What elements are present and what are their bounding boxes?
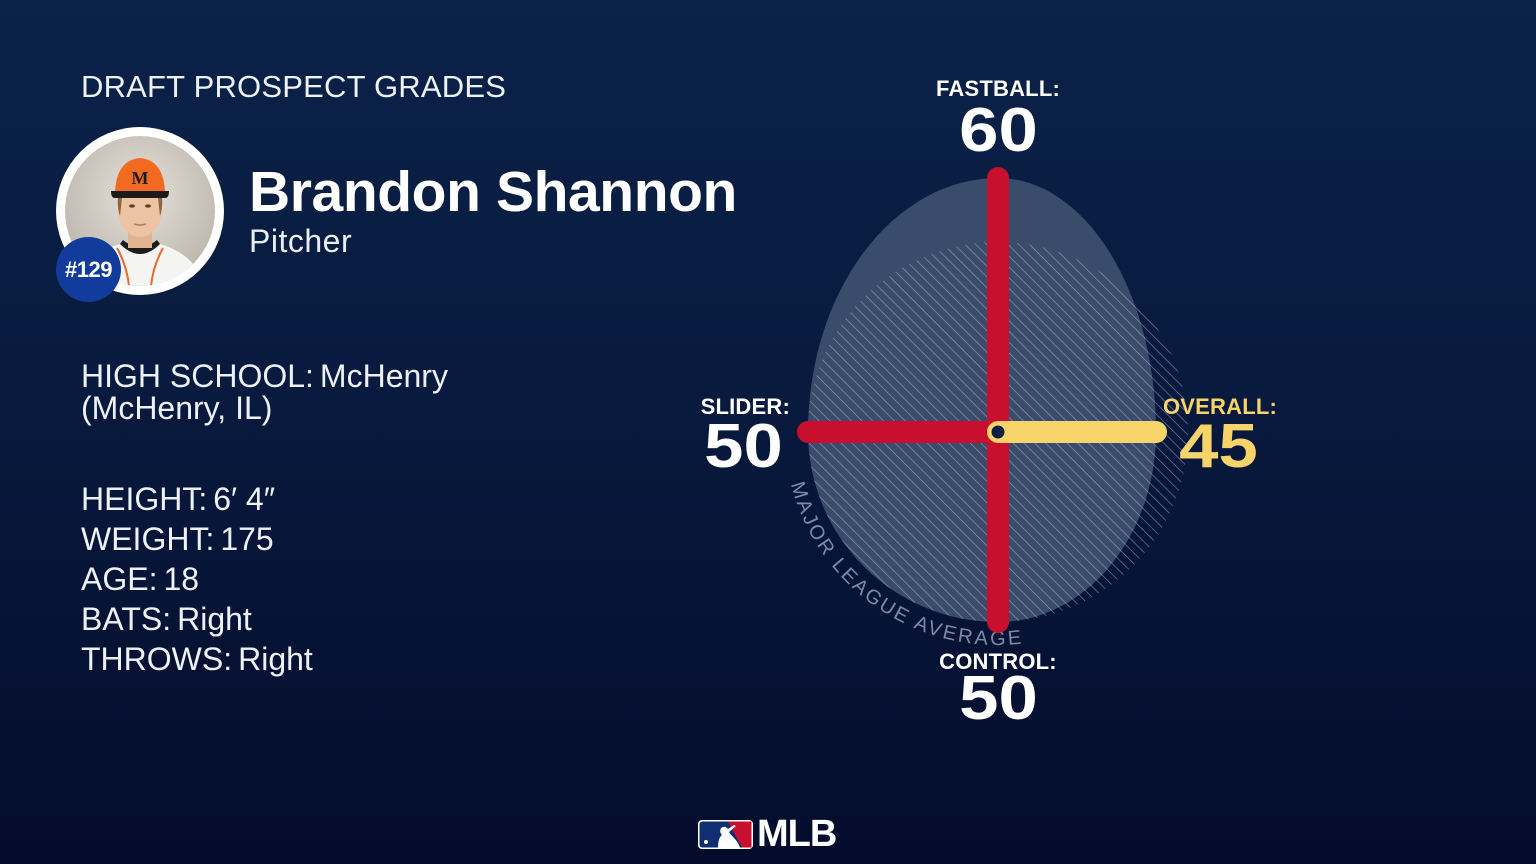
stat-bats: BATS: Right bbox=[81, 601, 252, 637]
stat-height: HEIGHT: 6′ 4″ bbox=[81, 481, 276, 517]
center-dot-icon bbox=[988, 422, 1008, 442]
player-name: Brandon Shannon bbox=[249, 160, 737, 224]
control-value: 50 bbox=[958, 664, 1038, 733]
rank-badge: #129 bbox=[56, 237, 121, 302]
overall-label: OVERALL: bbox=[1163, 394, 1278, 419]
overall-value: 45 bbox=[1179, 412, 1258, 481]
stat-throws: THROWS: Right bbox=[81, 641, 313, 677]
high-school-info: HIGH SCHOOL: McHenry (McHenry, IL) bbox=[81, 360, 448, 424]
fastball-label: FASTBALL: bbox=[935, 76, 1060, 101]
high-school-location: (McHenry, IL) bbox=[81, 390, 273, 426]
slider-label: SLIDER: bbox=[700, 394, 790, 419]
high-school-label: HIGH SCHOOL: bbox=[81, 358, 314, 394]
mlb-logo: MLB bbox=[698, 813, 837, 855]
fastball-value: 60 bbox=[958, 96, 1038, 165]
player-stats: HEIGHT: 6′ 4″ WEIGHT: 175 AGE: 18 BATS: Righ… bbox=[81, 479, 313, 679]
player-position: Pitcher bbox=[249, 223, 353, 259]
slider-value: 50 bbox=[703, 412, 783, 481]
stat-weight: WEIGHT: 175 bbox=[81, 521, 274, 557]
stat-age: AGE: 18 bbox=[81, 561, 200, 597]
page-title: DRAFT PROSPECT GRADES bbox=[81, 69, 507, 104]
high-school-value: McHenry bbox=[319, 358, 448, 394]
svg-text:M: M bbox=[132, 168, 149, 188]
control-label: CONTROL: bbox=[939, 649, 1057, 674]
mlb-batter-logo-icon bbox=[698, 819, 753, 849]
mlb-wordmark: MLB bbox=[757, 813, 837, 855]
